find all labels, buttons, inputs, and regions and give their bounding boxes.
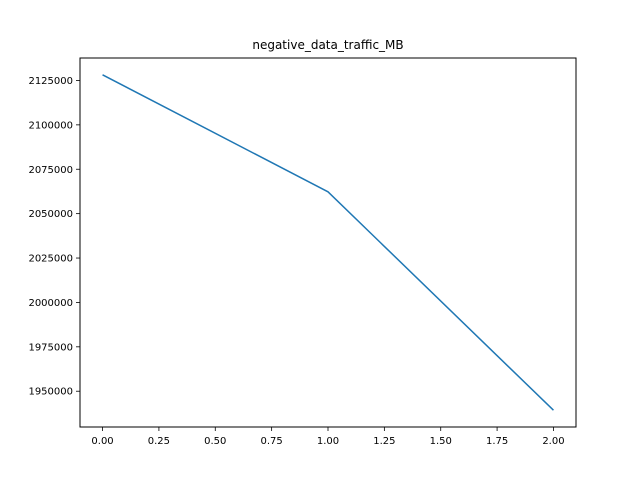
chart-title: negative_data_traffic_MB xyxy=(252,38,403,52)
series-line xyxy=(102,74,554,411)
x-tick-label: 0.25 xyxy=(148,436,170,447)
x-tick-label: 1.75 xyxy=(486,436,508,447)
x-axis-ticks: 0.00 0.25 0.50 0.75 1.00 1.25 1.50 1.75 2.00 xyxy=(91,427,565,447)
y-tick-label: 1950000 xyxy=(28,387,73,398)
x-tick-label: 0.00 xyxy=(91,436,113,447)
y-tick-label: 2025000 xyxy=(28,254,73,265)
x-tick-label: 0.75 xyxy=(261,436,283,447)
series-layer xyxy=(102,74,554,411)
plot-frame xyxy=(79,57,577,428)
y-tick-label: 1975000 xyxy=(28,342,73,353)
x-tick-label: 1.00 xyxy=(317,436,339,447)
y-tick-label: 2050000 xyxy=(28,209,73,220)
x-tick-label: 2.00 xyxy=(542,436,564,447)
y-axis-ticks: 1950000 1975000 2000000 2025000 2050000 20750… xyxy=(28,76,80,398)
x-tick-label: 0.50 xyxy=(204,436,226,447)
y-tick-label: 2075000 xyxy=(28,165,73,176)
x-tick-label: 1.50 xyxy=(430,436,452,447)
y-tick-label: 2100000 xyxy=(28,120,73,131)
y-tick-label: 2000000 xyxy=(28,298,73,309)
x-tick-label: 1.25 xyxy=(373,436,395,447)
y-tick-label: 2125000 xyxy=(28,76,73,87)
